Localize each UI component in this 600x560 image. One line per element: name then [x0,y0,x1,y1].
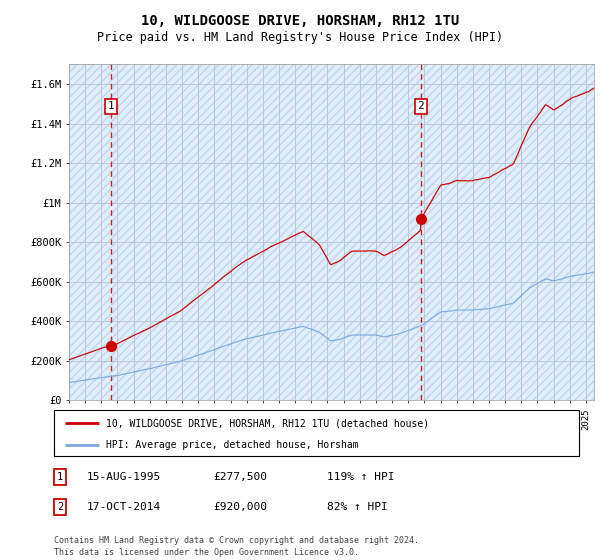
Text: 10, WILDGOOSE DRIVE, HORSHAM, RH12 1TU (detached house): 10, WILDGOOSE DRIVE, HORSHAM, RH12 1TU (… [107,418,430,428]
Text: £920,000: £920,000 [213,502,267,512]
Text: 10, WILDGOOSE DRIVE, HORSHAM, RH12 1TU: 10, WILDGOOSE DRIVE, HORSHAM, RH12 1TU [141,14,459,28]
Text: 2: 2 [418,101,424,111]
Text: 1: 1 [108,101,115,111]
Text: 15-AUG-1995: 15-AUG-1995 [87,472,161,482]
Text: 2: 2 [57,502,63,512]
FancyBboxPatch shape [54,410,579,456]
Text: 82% ↑ HPI: 82% ↑ HPI [327,502,388,512]
Text: 119% ↑ HPI: 119% ↑ HPI [327,472,395,482]
Text: Price paid vs. HM Land Registry's House Price Index (HPI): Price paid vs. HM Land Registry's House … [97,31,503,44]
Text: Contains HM Land Registry data © Crown copyright and database right 2024.
This d: Contains HM Land Registry data © Crown c… [54,536,419,557]
Text: 1: 1 [57,472,63,482]
Text: 17-OCT-2014: 17-OCT-2014 [87,502,161,512]
Text: HPI: Average price, detached house, Horsham: HPI: Average price, detached house, Hors… [107,440,359,450]
Text: £277,500: £277,500 [213,472,267,482]
